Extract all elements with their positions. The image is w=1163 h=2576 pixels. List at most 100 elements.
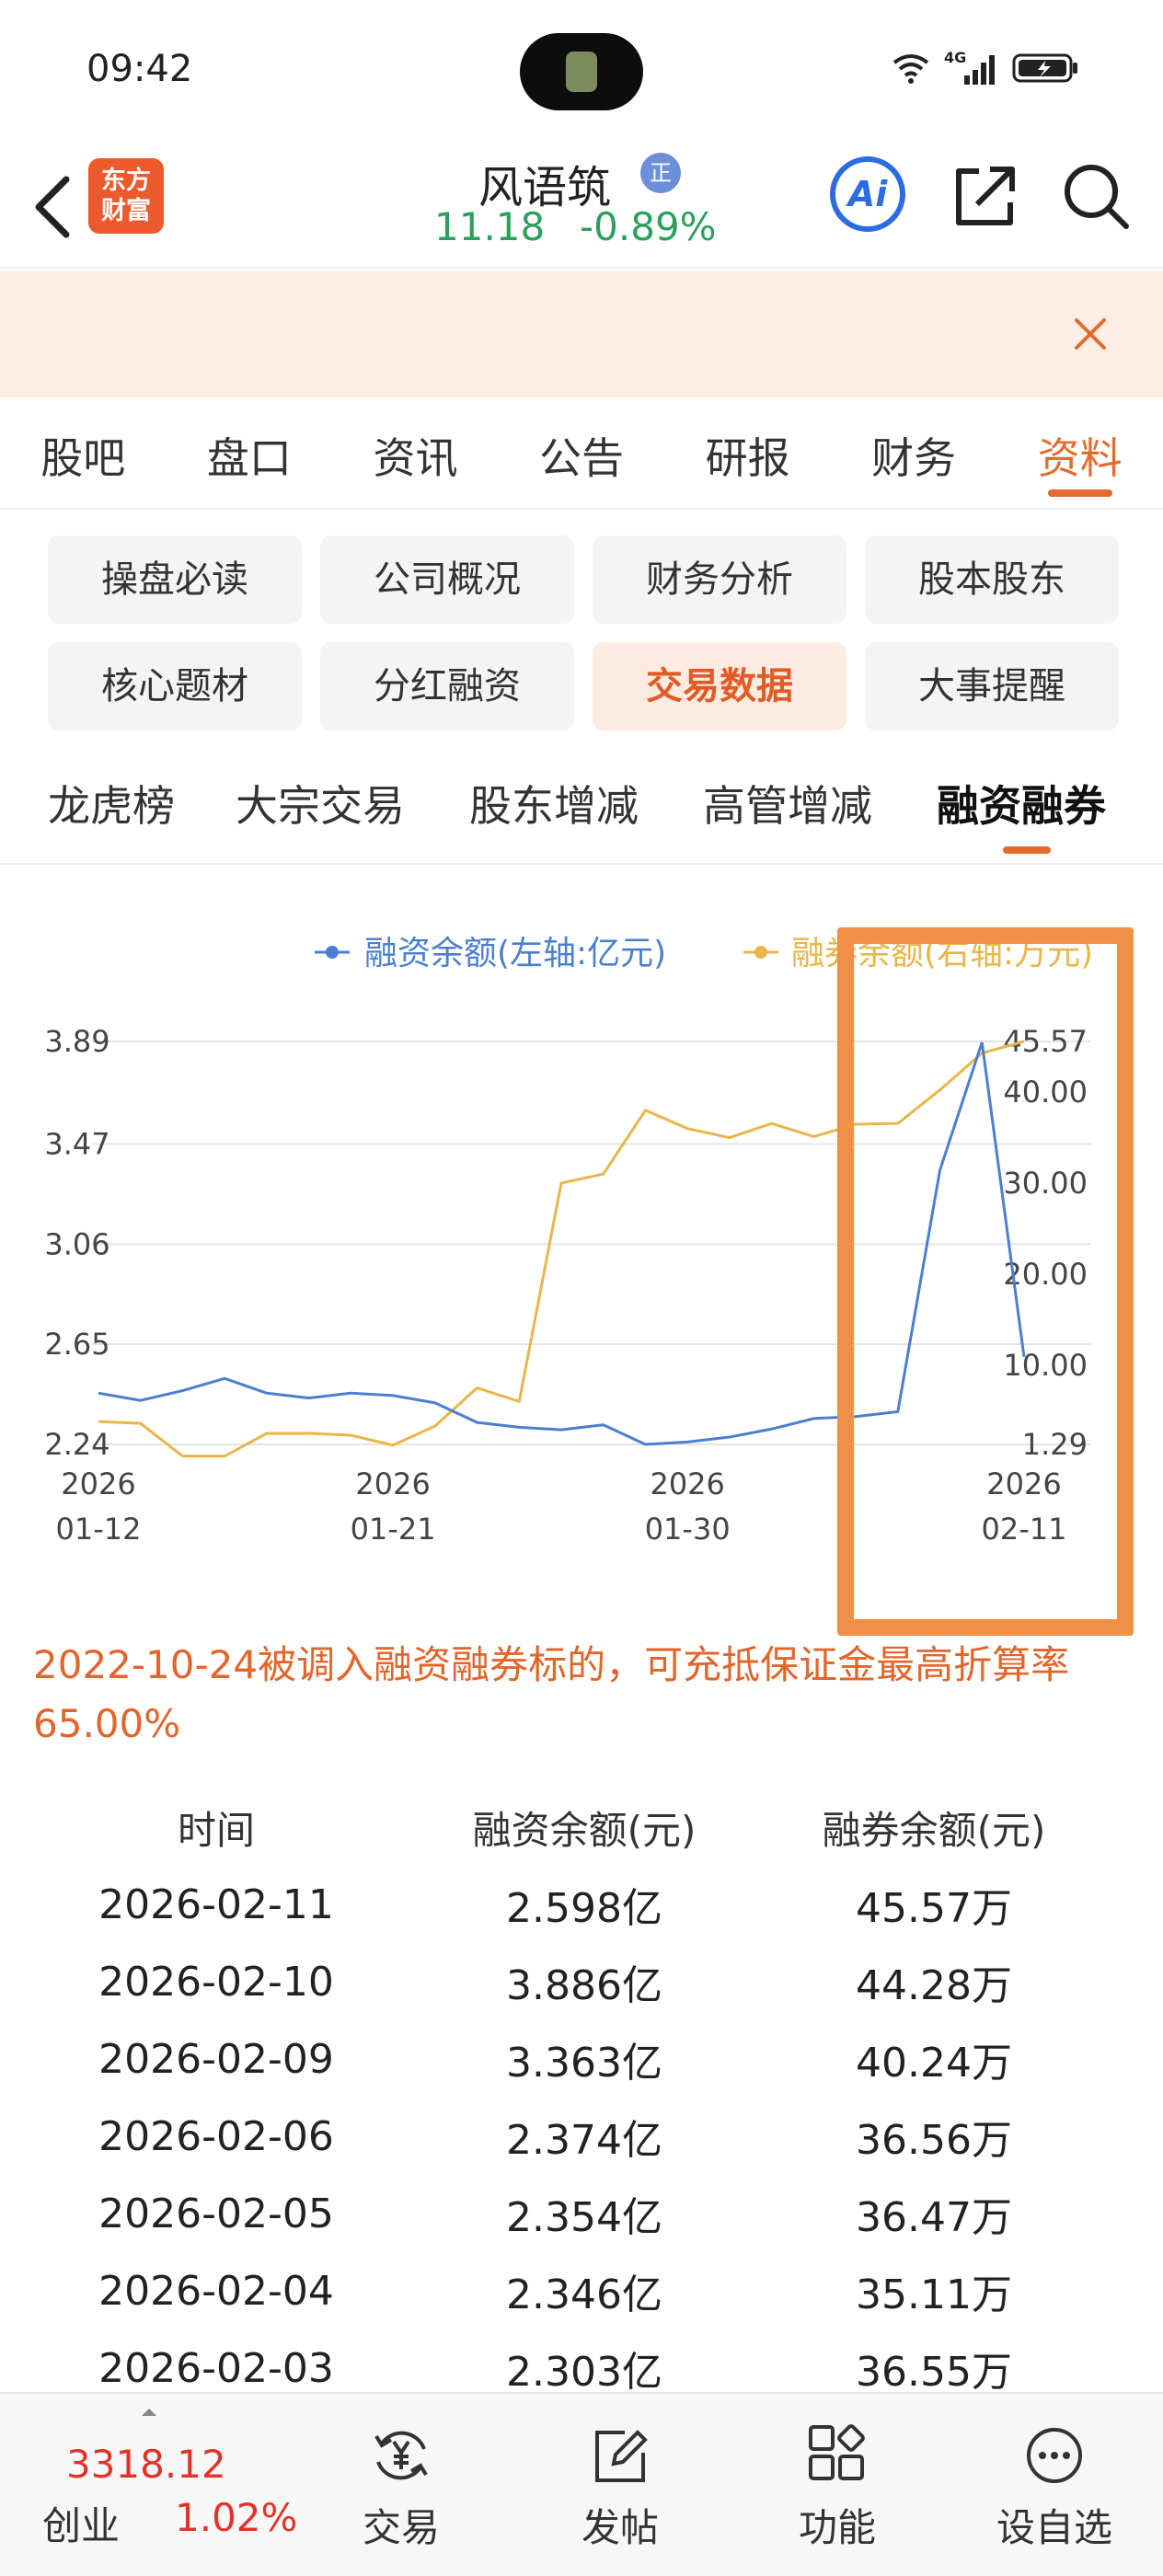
row-financing: 2.303亿 [506,2349,662,2396]
row-date: 2026-02-03 [98,2344,334,2392]
x-tick-date: 01-12 [56,1512,142,1547]
search-button[interactable] [1060,160,1132,232]
subtab-shareholder-change[interactable]: 股东增减 [469,781,639,831]
x-tick-year: 2026 [61,1466,135,1501]
table-row[interactable]: 2026-02-04 2.346亿 35.11万 [0,2252,1163,2329]
status-bar: 09:42 4G [0,0,1163,147]
banner-close-button[interactable] [1067,311,1113,357]
section-button-shareholders[interactable]: 股本股东 [865,535,1119,624]
status-time: 09:42 [86,48,193,90]
stock-price: 11.18 [434,204,546,249]
row-lending: 40.24万 [856,2040,1012,2087]
nav-post[interactable]: 发帖 [547,2409,694,2565]
subtab-executive-change[interactable]: 高管增减 [703,781,872,831]
right-tick-label: 30.00 [1003,1166,1088,1201]
right-tick-label: 20.00 [1003,1257,1088,1292]
trade-yen-icon [374,2431,428,2480]
row-date: 2026-02-05 [98,2190,334,2237]
margin-chart-svg: 融资余额(左轴:亿元) 融券余额(右轴:万元) 3.893.473.062.65… [44,935,1093,1547]
margin-chart: 融资余额(左轴:亿元) 融券余额(右轴:万元) 3.89 3.47 3.06 2.65… [0,883,1163,1582]
section-button-trading-data[interactable]: 交易数据 [593,642,846,730]
table-row[interactable]: 2026-02-11 2.598亿 45.57万 [0,1866,1163,1943]
edit-icon [595,2430,648,2482]
ai-button[interactable]: Ai [830,156,905,232]
row-lending: 44.28万 [856,1962,1012,2009]
section-button-must-read[interactable]: 操盘必读 [48,535,302,624]
table-row[interactable]: 2026-02-05 2.354亿 36.47万 [0,2175,1163,2252]
apps-grid-icon [809,2424,865,2480]
index-name[interactable]: 创业 [42,2503,121,2548]
status-icons: 4G [891,50,1080,86]
x-tick-date: 01-30 [645,1512,731,1547]
nav-trade[interactable]: 交易 [328,2409,475,2565]
table-header: 时间 融资余额(元) 融券余额(元) [0,1788,1163,1866]
index-value[interactable]: 3318.12 [66,2442,226,2487]
left-tick-label: 2.65 [44,1327,109,1362]
x-axis-ticks: 2026 01-12 2026 01-21 2026 01-30 2026 02-11 [56,1466,1067,1547]
header-financing-balance: 融资余额(元) [472,1807,697,1853]
table-row[interactable]: 2026-02-03 2.303亿 36.55万 [0,2329,1163,2407]
camera-cutout [520,33,643,110]
margin-data-table: 时间 融资余额(元) 融券余额(元) 2026-02-11 2.598亿 45.… [0,1788,1163,2407]
table-row[interactable]: 2026-02-10 3.886亿 44.28万 [0,1943,1163,2020]
tab-pankou[interactable]: 盘口 [206,433,292,483]
row-date: 2026-02-10 [98,1958,334,2006]
row-financing: 2.598亿 [506,1885,662,1932]
x-tick-date: 01-21 [351,1512,436,1547]
close-icon [1075,318,1106,350]
subtab-margin-trading[interactable]: 融资融券 [937,781,1106,831]
chart-gridlines [92,1041,1091,1445]
chevron-left-icon [35,176,70,238]
tab-announcements[interactable]: 公告 [539,433,625,483]
tab-profile[interactable]: 资料 [996,397,1163,508]
index-change[interactable]: 1.02% [175,2495,298,2540]
back-button[interactable] [24,166,79,248]
tab-research[interactable]: 研报 [705,433,790,483]
zheng-badge: 正 [640,153,681,193]
index-up-arrow-icon [142,2409,156,2416]
logo-text-line1: 东方 [101,167,151,195]
subtab-block-trade[interactable]: 大宗交易 [236,781,405,831]
nav-functions[interactable]: 功能 [764,2409,911,2565]
section-button-dividends[interactable]: 分红融资 [320,642,574,730]
stock-name: 风语筑 [478,162,612,213]
row-financing: 3.886亿 [506,1962,662,2009]
tab-news[interactable]: 资讯 [373,433,458,483]
row-financing: 2.374亿 [506,2117,662,2164]
row-date: 2026-02-04 [98,2267,334,2315]
stock-header: 东方 财富 风语筑 正 11.18 -0.89% Ai [0,147,1163,269]
section-button-events[interactable]: 大事提醒 [865,642,1119,730]
brand-logo[interactable]: 东方 财富 [88,158,164,234]
legend-financing: 融资余额(左轴:亿元) [364,935,666,972]
row-lending: 35.11万 [856,2271,1012,2318]
section-button-company-overview[interactable]: 公司概况 [320,535,574,624]
right-tick-label: 10.00 [1003,1348,1088,1383]
x-tick-date: 02-11 [982,1512,1067,1547]
x-tick-year: 2026 [355,1466,430,1501]
row-financing: 2.346亿 [506,2271,662,2318]
row-lending: 36.47万 [856,2194,1012,2241]
section-button-financial-analysis[interactable]: 财务分析 [593,535,846,624]
nav-post-label: 发帖 [581,2505,659,2550]
table-row[interactable]: 2026-02-06 2.374亿 36.56万 [0,2098,1163,2175]
nav-add-watchlist[interactable]: 设自选 [981,2409,1128,2565]
nav-functions-label: 功能 [798,2505,876,2550]
row-financing: 2.354亿 [506,2194,662,2241]
right-tick-label: 1.29 [1022,1427,1088,1462]
share-icon [956,167,1015,225]
share-button[interactable] [950,160,1021,232]
x-tick-year: 2026 [650,1466,724,1501]
subtab-dragon-tiger[interactable]: 龙虎榜 [48,781,175,831]
table-row[interactable]: 2026-02-09 3.363亿 40.24万 [0,2020,1163,2098]
left-axis-ticks: 3.89 3.47 3.06 2.65 2.24 [44,1024,109,1462]
wifi-icon [892,54,929,84]
search-icon [1065,165,1129,229]
main-tabs: 股吧 盘口 资讯 公告 研报 财务 资料 [0,397,1163,510]
profile-section-grid: 操盘必读 公司概况 财务分析 股本股东 核心题材 分红融资 交易数据 大事提醒 [48,535,1119,730]
section-button-core-themes[interactable]: 核心题材 [48,642,302,730]
tab-guba[interactable]: 股吧 [40,433,126,483]
tab-finance[interactable]: 财务 [871,433,957,483]
x-tick-year: 2026 [986,1466,1061,1501]
nav-trade-label: 交易 [362,2505,440,2550]
left-tick-label: 2.24 [44,1427,109,1462]
